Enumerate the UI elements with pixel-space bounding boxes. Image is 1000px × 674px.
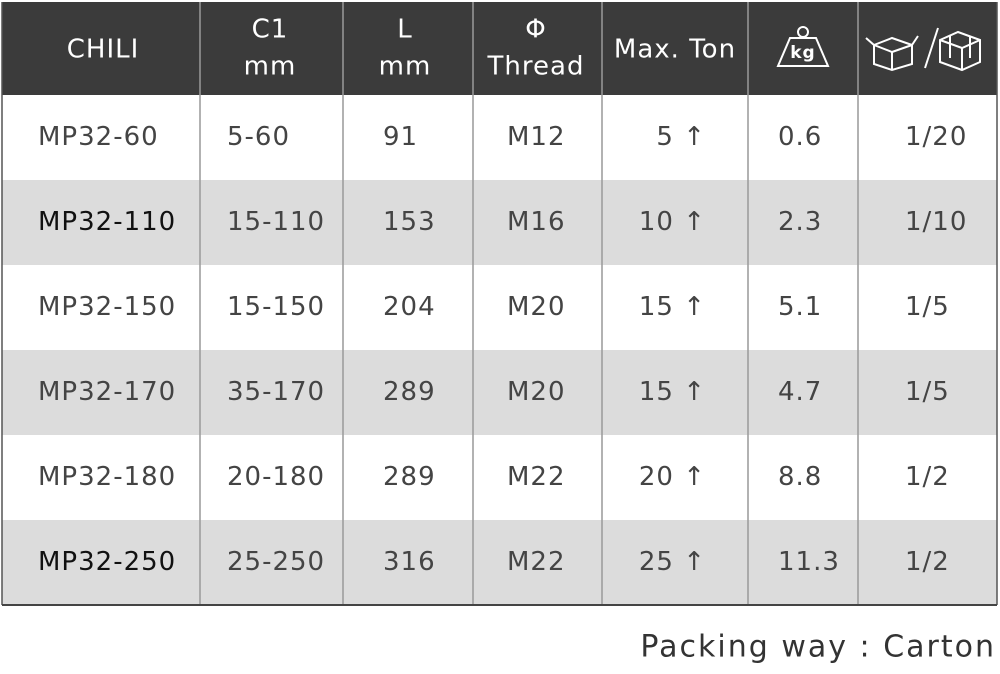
footer-note: Packing way : Carton (640, 630, 996, 665)
cell: 1/5 (905, 292, 950, 322)
header-label: mm (244, 52, 297, 82)
weight-icon (776, 26, 830, 67)
cell: 289 (383, 462, 436, 492)
cell: MP32-60 (38, 122, 159, 152)
cell: 0.6 (778, 122, 822, 152)
header-label: L (397, 15, 413, 45)
cell: 11.3 (778, 547, 840, 577)
cell: MP32-180 (38, 462, 176, 492)
cell: 5 ↑ (656, 122, 706, 152)
cell: MP32-170 (38, 377, 176, 407)
cell: 1/5 (905, 377, 950, 407)
cell: 15 ↑ (639, 292, 706, 322)
cell: M12 (507, 122, 566, 152)
header-label: CHILI (67, 35, 140, 65)
weight-label: kg (790, 43, 815, 63)
cell: 5.1 (778, 292, 822, 322)
header-label: Max. Ton (614, 35, 736, 65)
cell: MP32-250 (38, 547, 176, 577)
cell: MP32-150 (38, 292, 176, 322)
cell: 10 ↑ (639, 207, 706, 237)
cell: 91 (383, 122, 418, 152)
row-band (2, 180, 997, 265)
cell: 1/20 (905, 122, 967, 152)
header-label: C1 (252, 15, 289, 45)
cell: 289 (383, 377, 436, 407)
cell: 4.7 (778, 377, 822, 407)
rows: MP32-60 5-60 91 M12 5 ↑ 0.6 1/20 MP32-110 15-110… (2, 122, 997, 605)
header-label: Φ (525, 15, 546, 45)
cell: 316 (383, 547, 436, 577)
cell: 15 ↑ (639, 377, 706, 407)
cell: M20 (507, 377, 566, 407)
header-bar (2, 2, 997, 95)
cell: 1/2 (905, 547, 950, 577)
cell: 1/2 (905, 462, 950, 492)
cell: 2.3 (778, 207, 822, 237)
row-band (2, 350, 997, 435)
packing-icon (865, 27, 981, 72)
header-label: Thread (487, 52, 585, 82)
cell: 25-250 (227, 547, 325, 577)
header-label: mm (379, 52, 432, 82)
cell: 15-110 (227, 207, 325, 237)
cell: M20 (507, 292, 566, 322)
cell: 5-60 (227, 122, 290, 152)
cell: 20 ↑ (639, 462, 706, 492)
cell: M22 (507, 547, 566, 577)
cell: 20-180 (227, 462, 325, 492)
cell: M16 (507, 207, 566, 237)
cell: 8.8 (778, 462, 822, 492)
cell: 204 (383, 292, 436, 322)
cell: MP32-110 (38, 207, 176, 237)
cell: 1/10 (905, 207, 967, 237)
cell: 153 (383, 207, 436, 237)
cell: 15-150 (227, 292, 325, 322)
cell: 25 ↑ (639, 547, 706, 577)
row-band (2, 520, 997, 605)
cell: M22 (507, 462, 566, 492)
cell: 35-170 (227, 377, 325, 407)
